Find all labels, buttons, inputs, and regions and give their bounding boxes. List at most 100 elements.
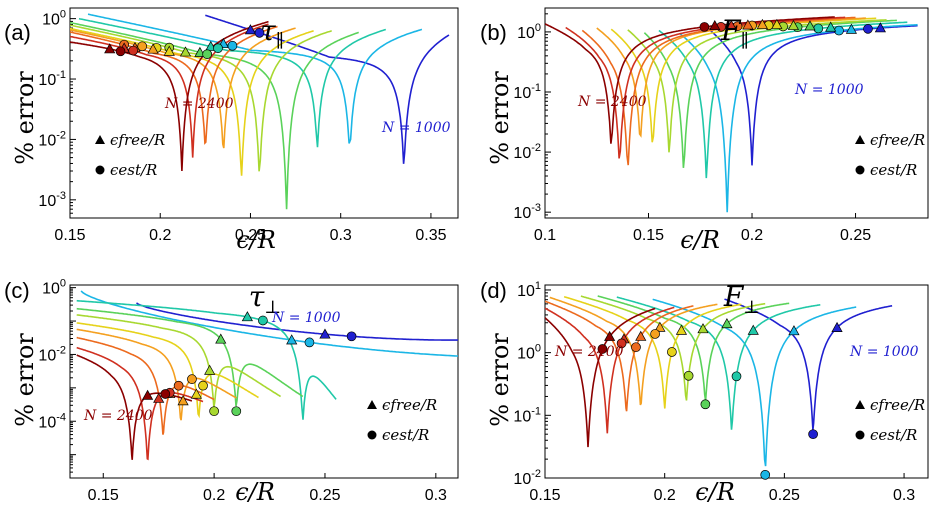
marker-est-N=1600 xyxy=(667,347,677,357)
legend-label-free: ϵfree/R xyxy=(870,131,925,149)
marker-est-N=1100 xyxy=(304,337,315,348)
marker-free-N=2400 xyxy=(142,389,154,400)
marker-est-N=2400 xyxy=(115,46,126,57)
marker-free-N=1400 xyxy=(697,323,709,334)
y-axis-label: % error xyxy=(486,333,514,427)
legend-triangle-icon xyxy=(855,400,865,409)
y-tick-label: 10-1 xyxy=(513,82,541,102)
marker-est-N=1100 xyxy=(760,470,771,480)
x-tick-label: 0.3 xyxy=(425,487,447,504)
x-axis-label: ϵ/R xyxy=(235,478,275,506)
panel-b: 0.1 0.15 0.2 0.25 100 10-1 10-2 10-3 (b) F∥ % erro… xyxy=(480,7,929,254)
series-line-N=2200 xyxy=(70,23,269,158)
marker-est-N=2400 xyxy=(699,22,710,32)
marker-est-N=1300 xyxy=(700,399,711,410)
marker-free-N=1300 xyxy=(721,318,733,329)
series-line-N=1400 xyxy=(76,314,282,408)
marker-est-N=1300 xyxy=(231,406,242,417)
marker-est-N=1600 xyxy=(198,380,208,391)
marker-free-N=2400 xyxy=(604,330,616,341)
series-line-N=1000 xyxy=(724,298,893,430)
x-tick-label: 0.3 xyxy=(893,487,915,504)
series-line-N=1300 xyxy=(76,307,304,407)
legend-label-est: ϵest/R xyxy=(870,426,917,444)
series-line-N=2400 xyxy=(70,20,269,172)
x-tick-label: 0.15 xyxy=(529,487,560,504)
series-line-N=1300 xyxy=(70,21,359,210)
series-line-N=2200 xyxy=(545,306,675,434)
legend-label-est: ϵest/R xyxy=(382,426,429,444)
panel-label: (a) xyxy=(4,20,31,45)
y-tick-label: 10-1 xyxy=(38,69,66,89)
marker-free-N=2400 xyxy=(709,19,721,31)
n-annotation: N = 1000 xyxy=(849,344,919,360)
x-tick-label: 0.25 xyxy=(840,227,871,244)
y-tick-label: 100 xyxy=(517,22,541,42)
panel-d: 0.15 0.2 0.25 0.3 101 100 10-1 10-2 (d) F⊥ % error… xyxy=(480,278,929,506)
x-tick-label: 0.25 xyxy=(769,487,800,504)
n-annotation: N = 1000 xyxy=(271,310,341,326)
marker-free-N=1200 xyxy=(825,21,837,32)
x-tick-label: 0.2 xyxy=(149,227,171,244)
marker-free-N=1000 xyxy=(244,24,257,35)
marker-est-N=1200 xyxy=(258,315,268,326)
marker-free-N=1300 xyxy=(804,20,816,31)
legend-label-free: ϵfree/R xyxy=(382,396,437,414)
legend-circle-icon xyxy=(367,430,377,440)
marker-free-N=1100 xyxy=(788,325,800,336)
marker-free-N=2000 xyxy=(635,330,647,341)
panel-c: 0.15 0.2 0.25 0.3 100 10-2 10-4 (c) τ⊥ % error ϵ/R… xyxy=(4,278,459,506)
x-tick-label: 0.2 xyxy=(654,487,676,504)
y-tick-label: 10-2 xyxy=(513,468,541,488)
panel-title: τ⊥ xyxy=(249,280,281,318)
marker-est-N=2400 xyxy=(160,389,171,399)
panel-a: 0.15 0.2 0.25 0.3 0.35 100 10-1 10-2 10-3 (a) τ∥ % … xyxy=(4,7,459,254)
y-axis-label: % error xyxy=(11,333,39,427)
marker-free-N=1000 xyxy=(831,321,843,332)
x-tick-label: 0.35 xyxy=(415,227,446,244)
legend-triangle-icon xyxy=(95,135,105,144)
x-tick-label: 0.3 xyxy=(330,227,352,244)
marker-est-N=1800 xyxy=(187,374,197,384)
series-line-N=1100 xyxy=(652,298,857,467)
series-line-N=1100 xyxy=(679,23,918,213)
marker-free-N=1800 xyxy=(756,18,768,29)
x-tick-label: 0.15 xyxy=(54,227,85,244)
y-axis-label: % error xyxy=(11,71,39,165)
series-line-N=1000 xyxy=(136,302,458,341)
series-line-N=1100 xyxy=(87,13,423,144)
x-axis-label: ϵ/R xyxy=(695,478,735,506)
series-line-N=1600 xyxy=(563,295,742,409)
legend-circle-icon xyxy=(95,165,105,175)
legend-label-est: ϵest/R xyxy=(870,161,917,179)
series-group xyxy=(76,290,458,461)
panel-title: F⊥ xyxy=(723,280,760,318)
marker-est-N=1800 xyxy=(650,329,660,339)
axes-frame xyxy=(69,284,459,479)
y-tick-label: 10-2 xyxy=(38,344,66,364)
legend-triangle-icon xyxy=(367,400,377,409)
marker-est-N=1200 xyxy=(731,371,742,382)
marker-free-N=1000 xyxy=(319,328,331,339)
series-line-N=1000 xyxy=(205,14,450,164)
y-tick-label: 10-3 xyxy=(38,190,66,210)
n-annotation: N = 1000 xyxy=(794,82,864,98)
n-annotation: N = 1000 xyxy=(381,120,451,136)
axes-frame xyxy=(544,284,929,479)
marker-est-N=1100 xyxy=(834,25,844,36)
x-axis-label: ϵ/R xyxy=(680,226,720,254)
marker-est-N=2200 xyxy=(128,45,139,56)
x-tick-label: 0.2 xyxy=(741,227,763,244)
x-tick-label: 0.25 xyxy=(235,227,266,244)
series-line-N=1400 xyxy=(580,295,766,401)
legend: ϵfree/R ϵest/R xyxy=(95,131,165,179)
marker-free-N=1300 xyxy=(215,333,227,344)
marker-free-N=1800 xyxy=(147,43,159,54)
marker-free-N=1800 xyxy=(654,321,666,332)
marker-free-N=1400 xyxy=(179,46,192,57)
marker-free-N=1100 xyxy=(845,23,857,34)
panel-label: (d) xyxy=(480,278,507,303)
legend: ϵfree/R ϵest/R xyxy=(855,131,925,179)
marker-est-N=1800 xyxy=(137,41,148,52)
